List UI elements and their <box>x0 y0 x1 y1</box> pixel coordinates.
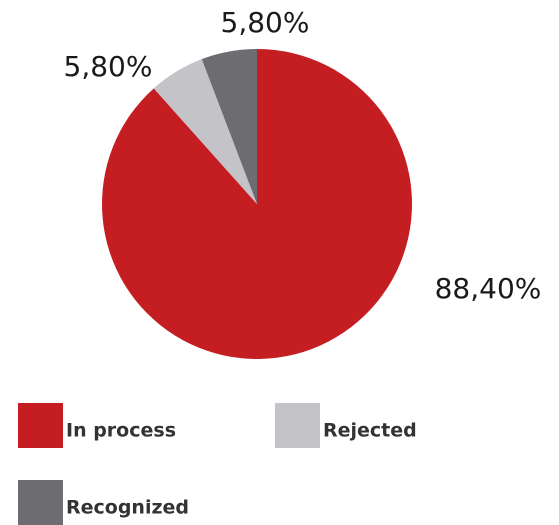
slice-label: 5,80% <box>64 50 153 83</box>
legend-swatch <box>275 403 320 448</box>
legend-swatch <box>18 480 63 525</box>
slice-label: 5,80% <box>221 6 310 39</box>
legend-swatch <box>18 403 63 448</box>
slice-label: 88,40% <box>435 272 542 305</box>
legend-label: In process <box>66 420 176 442</box>
legend-label: Rejected <box>323 420 417 442</box>
legend-label: Recognized <box>66 497 189 519</box>
pie-slice <box>153 59 257 204</box>
pie-slice <box>201 49 257 204</box>
